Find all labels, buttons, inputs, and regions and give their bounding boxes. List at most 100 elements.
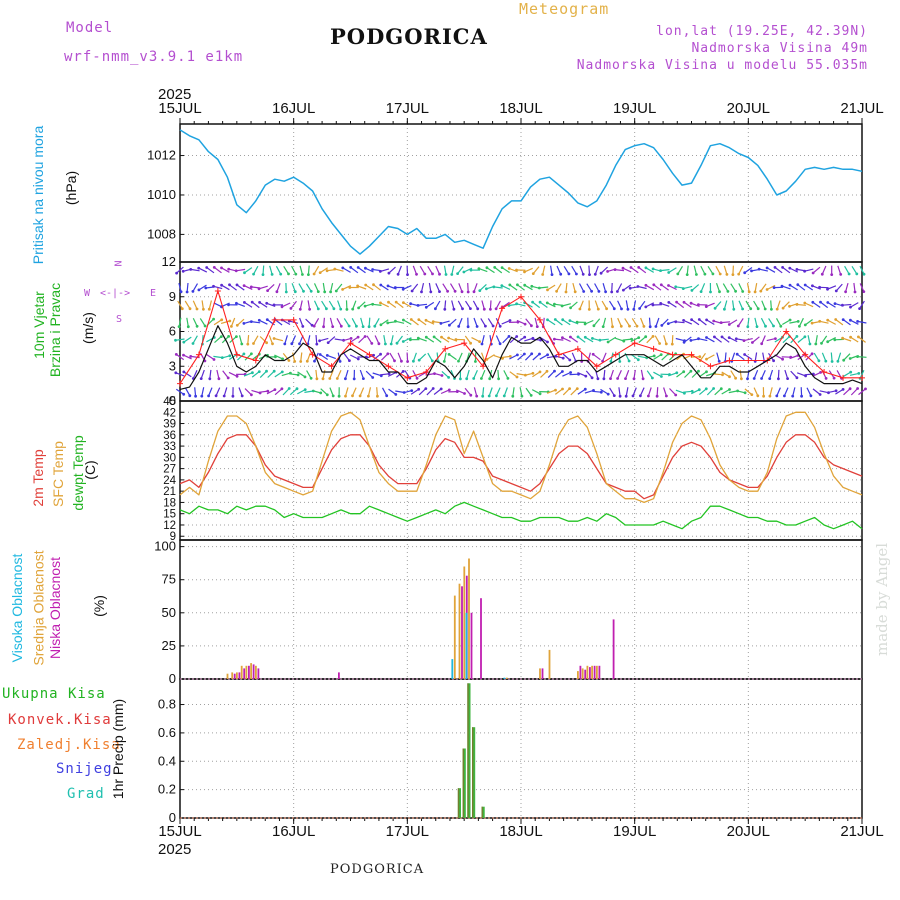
wind-arrow-head (447, 336, 450, 340)
wind-arrow (229, 336, 237, 344)
wind-arrow-head (424, 387, 428, 390)
wind-arrow-head (849, 318, 852, 322)
wind-arrow-head (307, 273, 310, 276)
wind-arrow-head (220, 266, 223, 270)
wind-arrow-head (644, 335, 648, 339)
wind-arrow (222, 370, 229, 379)
wind-arrow (390, 335, 394, 345)
wind-arrow-head (323, 290, 327, 294)
wind-arrow-head (660, 324, 664, 327)
wind-arrow-head (270, 273, 274, 276)
wind-arrow-head (795, 268, 799, 271)
wind-arrow (406, 352, 409, 362)
wind-arrow (266, 389, 276, 395)
wind-arrow-head (703, 272, 707, 276)
wind-arrow-head (195, 307, 199, 311)
y-tick-label: 12 (163, 520, 176, 532)
wind-arrow (570, 388, 578, 396)
cloud-bar-low (252, 664, 255, 679)
wind-arrow (744, 354, 753, 360)
wind-arrow (175, 353, 185, 361)
wind-arrow (675, 321, 685, 324)
wind-arrow-head (446, 289, 449, 293)
bottom-date-label: 20JUL (727, 823, 770, 840)
cloud-bar-mid (231, 672, 234, 679)
wind-arrow (516, 373, 526, 376)
wind-arrow (244, 301, 253, 308)
wind-arrow-head (798, 324, 801, 328)
wind-arrow-head (174, 353, 178, 356)
wind-arrow-head (303, 375, 307, 379)
wind-arrow-head (227, 335, 231, 338)
wind-arrow (509, 284, 518, 291)
wind-arrow-head (756, 394, 760, 398)
wind-arrow-head (240, 342, 244, 346)
wind-arrow-head (621, 266, 625, 270)
wind-arrow (411, 283, 419, 292)
wind-arrow-head (434, 307, 437, 311)
wind-arrow (819, 390, 829, 394)
wind-gust-marker (612, 351, 619, 358)
wind-arrow-head (312, 324, 316, 328)
wind-arrow-head (243, 271, 246, 275)
wind-arrow-head (760, 377, 763, 380)
wind-arrow (728, 390, 738, 394)
wind-arrow (336, 370, 342, 379)
cloud-bar-mid (453, 595, 456, 679)
wind-arrow-head (659, 302, 663, 305)
wind-arrow (805, 353, 813, 361)
wind-arrow-head (624, 394, 628, 398)
wind-arrow (501, 301, 510, 308)
wind-arrow-head (834, 289, 838, 293)
wind-arrow-head (402, 301, 405, 304)
wind-arrow-head (775, 307, 779, 311)
wind-arrow (395, 320, 405, 324)
wind-arrow (418, 388, 427, 396)
wind-arrow (482, 387, 485, 397)
precip-legend-snow: Snijeg (56, 761, 113, 777)
wind-arrow (716, 352, 720, 362)
wind-arrow (495, 335, 501, 344)
wind-arrow-head (182, 340, 186, 344)
wind-arrow-head (523, 270, 526, 274)
wind-arrow-head (180, 307, 184, 311)
cloud-bar-low (579, 665, 582, 679)
wind-arrow-head (689, 301, 693, 305)
wind-arrow-head (546, 318, 549, 322)
wind-arrow-head (746, 325, 750, 329)
wind-arrow-head (325, 269, 329, 273)
wind-arrow-head (272, 303, 276, 307)
wind-arrow (723, 300, 728, 310)
wind-arrow (639, 300, 646, 309)
wind-arrow (753, 300, 759, 310)
wind-arrow-head (182, 392, 186, 396)
wind-arrow (330, 282, 334, 293)
wind-arrow (243, 285, 253, 290)
wind-arrow (774, 266, 783, 274)
wind-arrow-head (811, 271, 815, 275)
wind-arrow-head (315, 342, 319, 346)
wind-arrow (344, 387, 349, 397)
wind-arrow (827, 336, 836, 343)
wind-arrow-head (561, 336, 564, 340)
wind-arrow-head (235, 323, 239, 327)
wind-arrow (412, 352, 417, 362)
wind-arrow-head (250, 352, 253, 356)
wind-arrow (775, 318, 782, 327)
wind-arrow-head (773, 266, 777, 269)
wind-arrow-head (644, 305, 648, 309)
wind-arrow-head (641, 377, 645, 381)
wind-arrow (441, 336, 450, 343)
wind-arrow (592, 390, 602, 393)
wind-arrow (215, 387, 221, 397)
wind-arrow-head (791, 394, 795, 398)
wind-arrow-head (654, 325, 658, 328)
wind-arrow (532, 371, 541, 378)
wind-arrow-head (601, 325, 605, 328)
wind-arrow-head (538, 352, 541, 356)
wind-arrow-head (250, 300, 254, 304)
bottom-date-label: 15JUL (158, 823, 201, 840)
wind-arrow (304, 390, 314, 393)
wind-arrow-head (538, 370, 542, 374)
wind-arrow-head (780, 284, 784, 288)
